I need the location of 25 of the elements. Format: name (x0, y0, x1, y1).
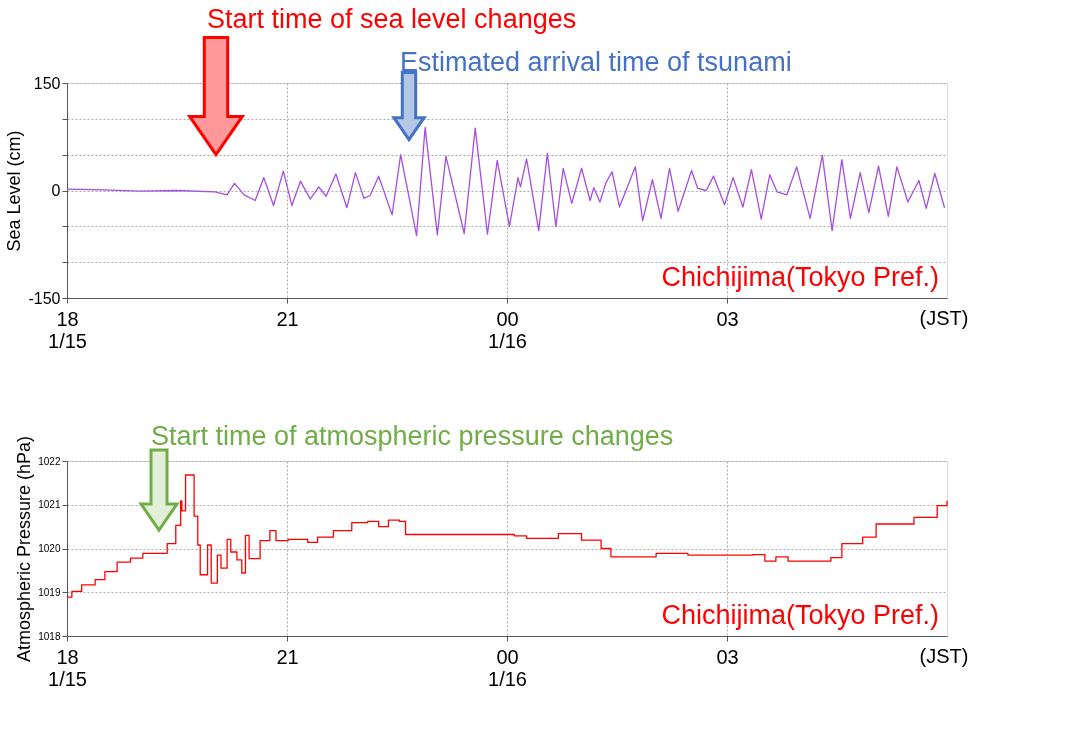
y-tick-label: 1018 (38, 630, 61, 642)
y-tick-label: -150 (28, 289, 61, 307)
x-tick-label: 18 1/15 (48, 307, 87, 352)
x-tick-label: 18 1/15 (48, 645, 87, 690)
y-tick-label: 1021 (38, 499, 61, 511)
x-tick-label: 21 (276, 307, 299, 330)
y-tick-label: 1020 (38, 543, 61, 554)
x-tick-label: 00 1/16 (488, 645, 527, 690)
y-axis-title: Sea Level (cm) (4, 130, 25, 252)
x-tick-label: 21 (276, 645, 299, 668)
text: Start time of atmospheric pressure changes (151, 421, 674, 451)
x-tick-label: 00 1/16 (488, 307, 527, 352)
y-tick-label: 0 (51, 182, 61, 199)
x-tick-label: 03 (716, 307, 739, 330)
annotation: Chichijima(Tokyo Pref.) (661, 262, 939, 292)
annotation: Chichijima(Tokyo Pref.) (661, 600, 939, 630)
x-axis-title: (JST) (919, 306, 969, 329)
text: Start time of sea level changes (207, 4, 577, 34)
y-tick-label: 1022 (38, 455, 61, 467)
x-axis-title: (JST) (919, 644, 969, 667)
y-tick-label: 1019 (38, 586, 61, 598)
y-tick-label: 150 (33, 74, 61, 92)
x-tick-label: 03 (716, 645, 739, 668)
text: Estimated arrival time of tsunami (400, 47, 792, 77)
y-axis-title: Atmospheric Pressure (hPa) (14, 435, 35, 663)
